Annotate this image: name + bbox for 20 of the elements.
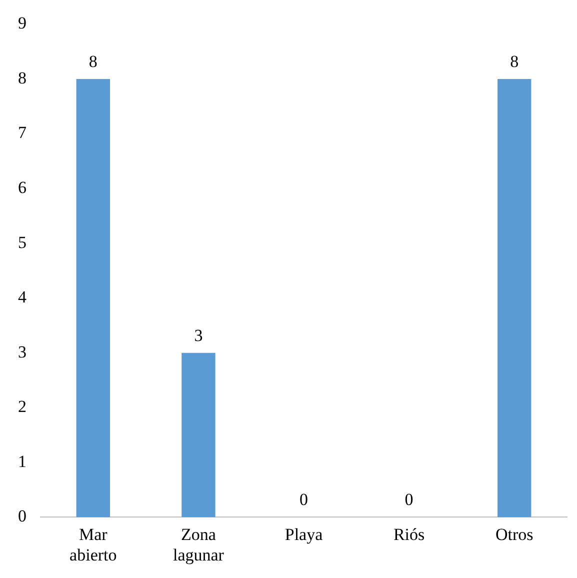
y-tick-label: 0 [18, 506, 26, 526]
x-tick-label: Mar abierto [70, 524, 117, 564]
data-label: 8 [88, 52, 98, 71]
y-tick-label: 3 [18, 342, 26, 362]
y-tick-label: 8 [18, 68, 26, 88]
y-tick-label: 2 [18, 397, 26, 416]
x-tick-label: Otros [495, 524, 534, 544]
y-tick-label: 4 [18, 288, 27, 307]
y-tick-label: 9 [18, 14, 26, 33]
y-tick-label: 6 [18, 178, 26, 197]
data-label: 3 [194, 326, 203, 345]
y-tick-label: 5 [18, 232, 26, 252]
y-tick-label: 1 [18, 452, 26, 471]
data-label: 0 [300, 490, 308, 510]
y-tick-label: 7 [18, 123, 27, 142]
x-tick-label: Playa [284, 524, 324, 544]
data-label: 0 [404, 490, 414, 510]
x-tick-label: Riós [393, 524, 425, 544]
x-tick-label: Zona lagunar [172, 524, 224, 564]
data-label: 8 [510, 52, 519, 71]
